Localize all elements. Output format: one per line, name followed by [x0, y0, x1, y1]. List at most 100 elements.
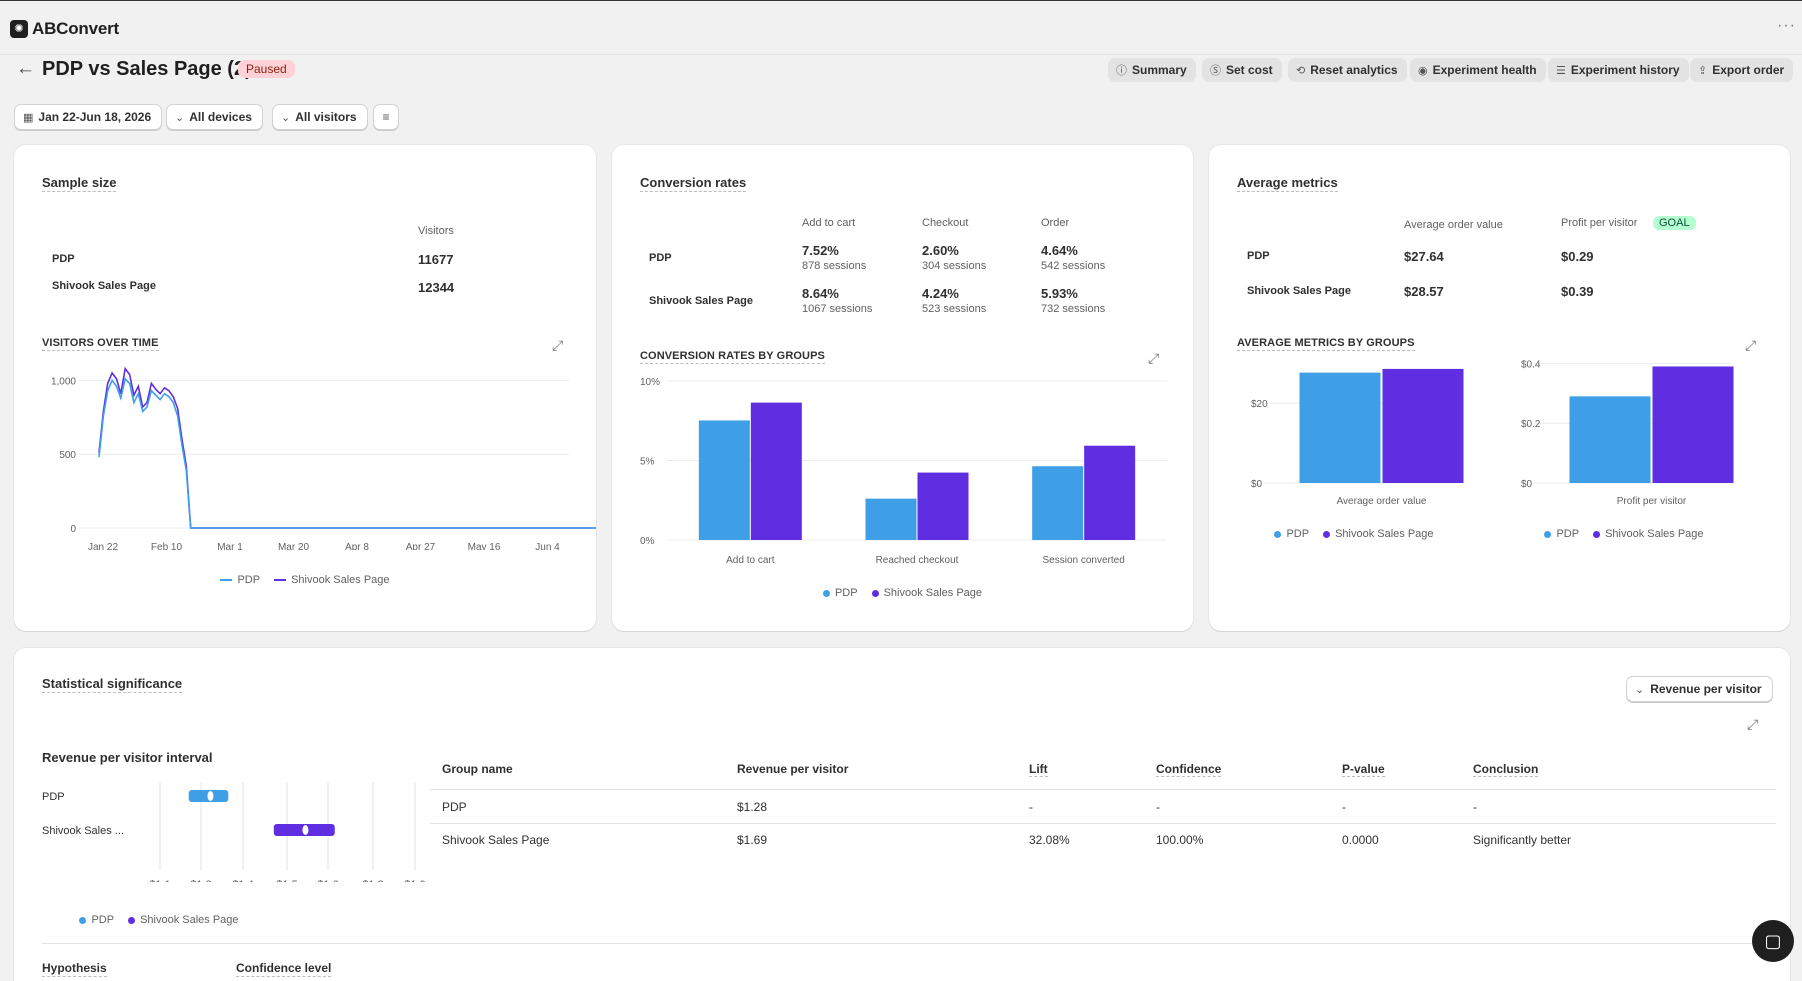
x-tick-label: $1.9 — [404, 879, 425, 882]
table-row-sales-confidence: 100.00% — [1156, 833, 1204, 847]
filter-button[interactable]: ≡ — [373, 104, 399, 130]
conversion-chart-legend: PDP Shivook Sales Page — [612, 585, 1193, 601]
date-range-button[interactable]: ▦ Jan 22-Jun 18, 2026 — [14, 104, 163, 130]
conv-row-sales-group: Shivook Sales Page — [649, 295, 753, 307]
bar-pdp-profit-per-visitor — [1569, 396, 1651, 483]
export-icon: ⇪ — [1698, 64, 1708, 77]
x-tick-label: Apr 27 — [406, 542, 436, 550]
x-tick-label: Reached checkout — [876, 555, 959, 565]
conv-sales-order-rate: 5.93% — [1041, 286, 1078, 301]
y-tick-label: $0.4 — [1521, 359, 1541, 370]
expand-icon[interactable]: ⤢ — [552, 337, 564, 353]
devices-filter-button[interactable]: ⌄ All devices — [166, 104, 263, 130]
y-tick-label: $0.2 — [1521, 419, 1541, 430]
bar-shivook-sales-page-profit-per-visitor — [1652, 366, 1734, 483]
legend-item-pdp[interactable]: PDP — [1544, 528, 1579, 540]
metric-select-label: Revenue per visitor — [1650, 682, 1762, 696]
conversion-rates-title: Conversion rates — [640, 175, 747, 192]
expand-icon[interactable]: ⤢ — [1148, 350, 1160, 366]
ppv-chart-legend: PDP Shivook Sales Page — [1479, 526, 1769, 542]
metric-select-button[interactable]: ⌄ Revenue per visitor — [1626, 676, 1773, 702]
th-p-value: P-value — [1342, 762, 1385, 777]
experiment-history-button[interactable]: ☰ Experiment history — [1548, 58, 1689, 82]
average-metrics-card: Average metrics Average order value Prof… — [1209, 145, 1790, 631]
y-tick-label: 0 — [70, 524, 76, 535]
y-tick-label: 1,000 — [51, 376, 76, 387]
conv-row-pdp-group: PDP — [649, 252, 672, 264]
app-name: ABConvert — [32, 19, 119, 38]
conv-sales-atc-rate: 8.64% — [802, 286, 839, 301]
th-confidence: Confidence — [1156, 762, 1222, 777]
visitors-label: All visitors — [295, 110, 357, 124]
chat-icon[interactable]: ▢ — [1752, 920, 1794, 962]
interval-chart: $1.1 $1.2 $1.4 $1.5 $1.6 $1.8 $1.9 PDP Shivook S… — [42, 782, 426, 882]
hypothesis-label: Hypothesis — [42, 961, 107, 977]
order-column-header: Order — [1041, 217, 1070, 229]
legend-item-shivook-sales-page[interactable]: Shivook Sales Page — [274, 574, 390, 586]
legend-item-shivook-sales-page[interactable]: Shivook Sales Page — [128, 914, 239, 926]
eye-icon: ◉ — [1418, 64, 1428, 77]
th-group-name: Group name — [442, 762, 513, 776]
reset-analytics-label: Reset analytics — [1310, 63, 1398, 77]
legend-item-shivook-sales-page[interactable]: Shivook Sales Page — [871, 587, 983, 599]
legend-label: PDP — [1556, 528, 1580, 540]
x-tick-label: Feb 10 — [151, 542, 183, 550]
bar-shivook-sales-page-average-order-value — [1382, 368, 1464, 483]
legend-label: Shivook Sales Page — [883, 587, 983, 599]
summary-button[interactable]: ⓘ Summary — [1108, 58, 1196, 82]
interval-row-label: Shivook Sales ... — [42, 825, 124, 837]
x-tick-label: Apr 8 — [345, 542, 369, 550]
expand-icon[interactable]: ⤢ — [1747, 716, 1759, 732]
legend-item-shivook-sales-page[interactable]: Shivook Sales Page — [1593, 528, 1704, 540]
page-title: PDP vs Sales Page (2) — [42, 58, 252, 80]
conv-sales-checkout-rate: 4.24% — [922, 286, 959, 301]
bar-pdp-average-order-value — [1299, 372, 1381, 483]
x-tick-label: Average order value — [1337, 496, 1427, 507]
table-row-sales-pvalue: 0.0000 — [1342, 833, 1379, 847]
legend-item-pdp[interactable]: PDP — [79, 914, 114, 926]
th-revenue-per-visitor: Revenue per visitor — [737, 762, 849, 776]
average-metrics-title: Average metrics — [1237, 175, 1338, 192]
experiment-health-button[interactable]: ◉ Experiment health — [1410, 58, 1546, 82]
interval-chart-legend: PDP Shivook Sales Page — [14, 912, 304, 928]
dollar-icon: Ⓢ — [1210, 65, 1221, 77]
legend-item-pdp[interactable]: PDP — [822, 587, 858, 599]
legend-label: Shivook Sales Page — [1335, 528, 1434, 540]
app-header: ✺ ABConvert ··· — [0, 1, 1802, 55]
set-cost-button[interactable]: Ⓢ Set cost — [1202, 58, 1282, 82]
conv-pdp-checkout-rate: 2.60% — [922, 243, 959, 258]
avg-sales-aov: $28.57 — [1404, 284, 1444, 299]
y-tick-label: 5% — [640, 457, 655, 468]
table-row-pdp-lift: - — [1029, 800, 1033, 814]
back-arrow-icon[interactable]: ← — [16, 58, 35, 79]
conv-sales-checkout-sessions: 523 sessions — [922, 303, 987, 315]
x-tick-label: May 16 — [468, 542, 501, 550]
legend-item-shivook-sales-page[interactable]: Shivook Sales Page — [1323, 528, 1434, 540]
legend-swatch — [1544, 530, 1552, 538]
x-tick-label: Session converted — [1043, 555, 1125, 565]
legend-swatch — [1323, 530, 1331, 538]
legend-label: Shivook Sales Page — [1605, 528, 1704, 540]
reset-analytics-button[interactable]: ⟲ Reset analytics — [1288, 58, 1407, 82]
sample-size-title: Sample size — [42, 175, 117, 192]
y-tick-label: $20 — [1251, 399, 1268, 410]
legend-item-pdp[interactable]: PDP — [1274, 528, 1309, 540]
export-order-label: Export order — [1712, 63, 1785, 77]
x-tick-label: $1.8 — [362, 879, 383, 882]
export-order-button[interactable]: ⇪ Export order — [1690, 58, 1794, 82]
series-line-pdp — [98, 377, 596, 529]
expand-icon[interactable]: ⤢ — [1745, 337, 1757, 353]
th-lift: Lift — [1029, 762, 1048, 777]
legend-label: PDP — [91, 914, 115, 926]
legend-swatch — [128, 916, 136, 924]
window-top-border — [0, 0, 1802, 1]
legend-item-pdp[interactable]: PDP — [220, 574, 260, 586]
conv-pdp-order-sessions: 542 sessions — [1041, 260, 1106, 272]
more-options-icon[interactable]: ··· — [1777, 17, 1796, 34]
legend-swatch — [79, 916, 87, 924]
visitors-filter-button[interactable]: ⌄ All visitors — [272, 104, 368, 130]
legend-swatch — [1274, 530, 1282, 538]
summary-label: Summary — [1132, 63, 1187, 77]
avg-pdp-ppv: $0.29 — [1561, 249, 1594, 264]
table-divider — [430, 823, 1776, 824]
